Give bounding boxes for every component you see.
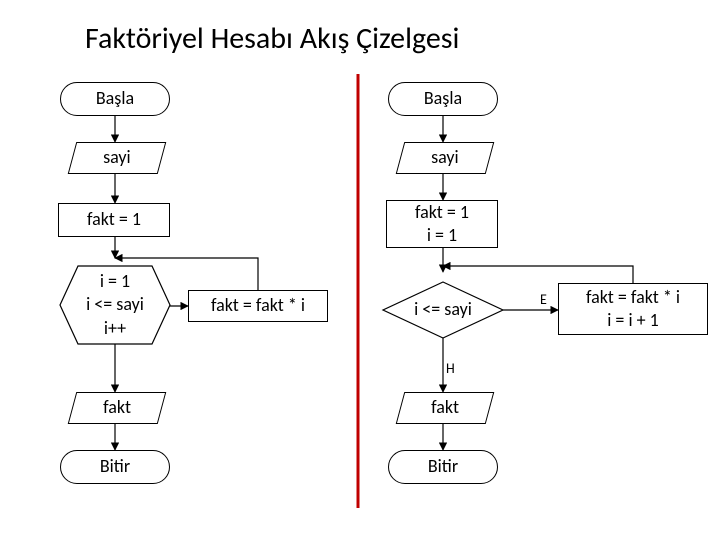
left-input-label: sayi: [103, 146, 131, 169]
right-init: fakt = 1 i = 1: [386, 200, 498, 248]
left-init: fakt = 1: [58, 203, 170, 237]
right-no-label: H: [446, 360, 455, 377]
left-loop-label: i = 1 i <= sayi i++: [86, 270, 144, 340]
left-init-label: fakt = 1: [87, 208, 141, 231]
right-start-label: Başla: [424, 87, 462, 110]
right-body: fakt = fakt * i i = i + 1: [558, 283, 708, 335]
left-output-label: fakt: [103, 396, 131, 419]
right-start: Başla: [388, 82, 498, 116]
right-input-label: sayi: [431, 146, 459, 169]
left-output: fakt: [68, 392, 167, 424]
right-end: Bitir: [388, 450, 498, 484]
left-input: sayi: [68, 142, 167, 174]
left-start-label: Başla: [96, 87, 134, 110]
left-body: fakt = fakt * i: [188, 290, 328, 322]
right-decision-label: i <= sayi: [414, 298, 472, 321]
left-loop-text: i = 1 i <= sayi i++: [60, 266, 170, 344]
right-input: sayi: [396, 142, 495, 174]
right-output-label: fakt: [431, 396, 459, 419]
right-output: fakt: [396, 392, 495, 424]
right-end-label: Bitir: [428, 455, 458, 478]
left-start: Başla: [60, 82, 170, 116]
right-yes-label: E: [540, 291, 547, 308]
left-end-label: Bitir: [100, 455, 130, 478]
left-body-label: fakt = fakt * i: [211, 294, 305, 317]
page-title: Faktöriyel Hesabı Akış Çizelgesi: [85, 20, 459, 57]
left-end: Bitir: [60, 450, 170, 484]
right-decision-text: i <= sayi: [383, 282, 503, 338]
canvas: Faktöriyel Hesabı Akış Çizelgesi: [0, 0, 720, 540]
right-body-label: fakt = fakt * i i = i + 1: [586, 286, 680, 333]
right-init-label: fakt = 1 i = 1: [415, 201, 469, 248]
